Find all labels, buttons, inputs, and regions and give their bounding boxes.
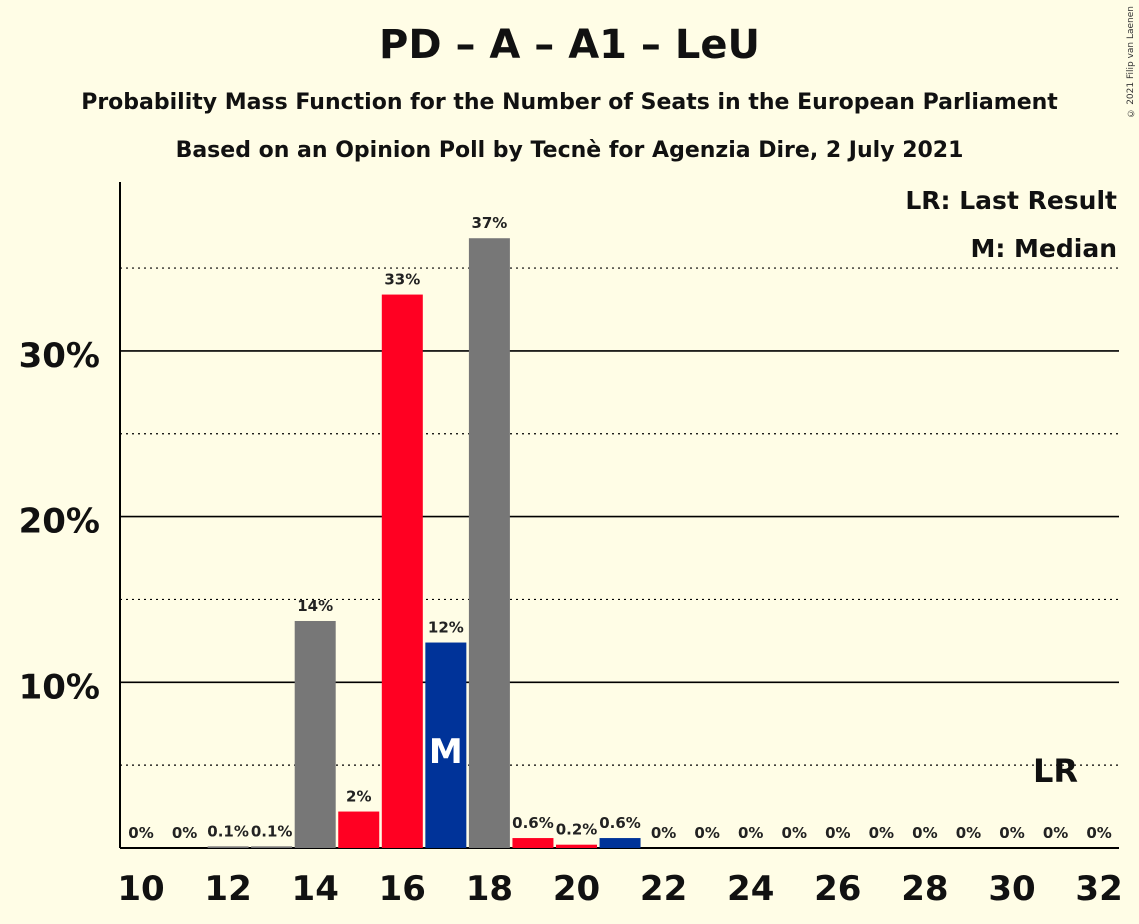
x-tick-label: 14 <box>292 869 339 909</box>
last-result-marker: LR <box>1033 752 1078 790</box>
bar-13-seats <box>251 846 293 848</box>
x-tick-label: 16 <box>379 869 426 909</box>
bar-value-label: 0% <box>1086 824 1111 842</box>
bar-value-label: 0% <box>1043 824 1068 842</box>
bar-14-seats <box>294 620 336 848</box>
bar-value-label: 0% <box>738 824 763 842</box>
y-tick-label: 20% <box>19 502 100 542</box>
x-tick-label: 18 <box>466 869 513 909</box>
bar-20-seats <box>556 844 597 848</box>
median-marker: M <box>429 732 463 772</box>
bar-value-label: 0% <box>128 824 153 842</box>
bar-value-label: 33% <box>384 271 420 289</box>
bar-value-label: 0% <box>999 824 1024 842</box>
bar-19-seats <box>512 838 554 848</box>
y-tick-label: 30% <box>19 336 100 376</box>
bar-value-label: 0.2% <box>556 821 598 839</box>
bar-value-label: 0% <box>694 824 719 842</box>
bar-value-label: 0% <box>956 824 981 842</box>
x-tick-label: 12 <box>204 869 251 909</box>
bar-value-label: 0% <box>651 824 676 842</box>
x-tick-label: 26 <box>814 869 861 909</box>
chart-source: Based on an Opinion Poll by Tecnè for Ag… <box>175 138 964 163</box>
bar-value-label: 0% <box>172 824 197 842</box>
bar-17-seats <box>425 642 467 848</box>
bar-12-seats <box>207 846 249 848</box>
bar-value-label: 14% <box>297 597 333 615</box>
bar-value-label: 0.6% <box>512 814 554 832</box>
legend-median: M: Median <box>970 234 1117 263</box>
bar-value-label: 37% <box>471 214 507 232</box>
x-tick-label: 20 <box>553 869 600 909</box>
bar-21-seats <box>599 838 641 848</box>
bar-value-label: 0.1% <box>207 822 249 840</box>
bar-18-seats <box>468 238 510 848</box>
x-tick-label: 30 <box>988 869 1035 909</box>
bar-value-label: 0% <box>869 824 894 842</box>
x-tick-label: 32 <box>1075 869 1122 909</box>
x-tick-label: 24 <box>727 869 774 909</box>
x-tick-label: 22 <box>640 869 687 909</box>
chart-subtitle: Probability Mass Function for the Number… <box>81 90 1058 115</box>
bar-15-seats <box>338 811 380 848</box>
bar-value-label: 0.6% <box>599 814 641 832</box>
bar-value-label: 0.1% <box>251 822 293 840</box>
bar-value-label: 2% <box>346 788 371 806</box>
x-tick-label: 10 <box>117 869 164 909</box>
bar-value-label: 0% <box>912 824 937 842</box>
bar-value-label: 12% <box>428 619 464 637</box>
bar-value-label: 0% <box>825 824 850 842</box>
bar-value-label: 0% <box>782 824 807 842</box>
chart-title: PD – A – A1 – LeU <box>379 22 760 68</box>
y-tick-label: 10% <box>19 667 100 707</box>
x-tick-label: 28 <box>901 869 948 909</box>
bar-16-seats <box>381 294 423 848</box>
legend-last-result: LR: Last Result <box>905 186 1117 215</box>
